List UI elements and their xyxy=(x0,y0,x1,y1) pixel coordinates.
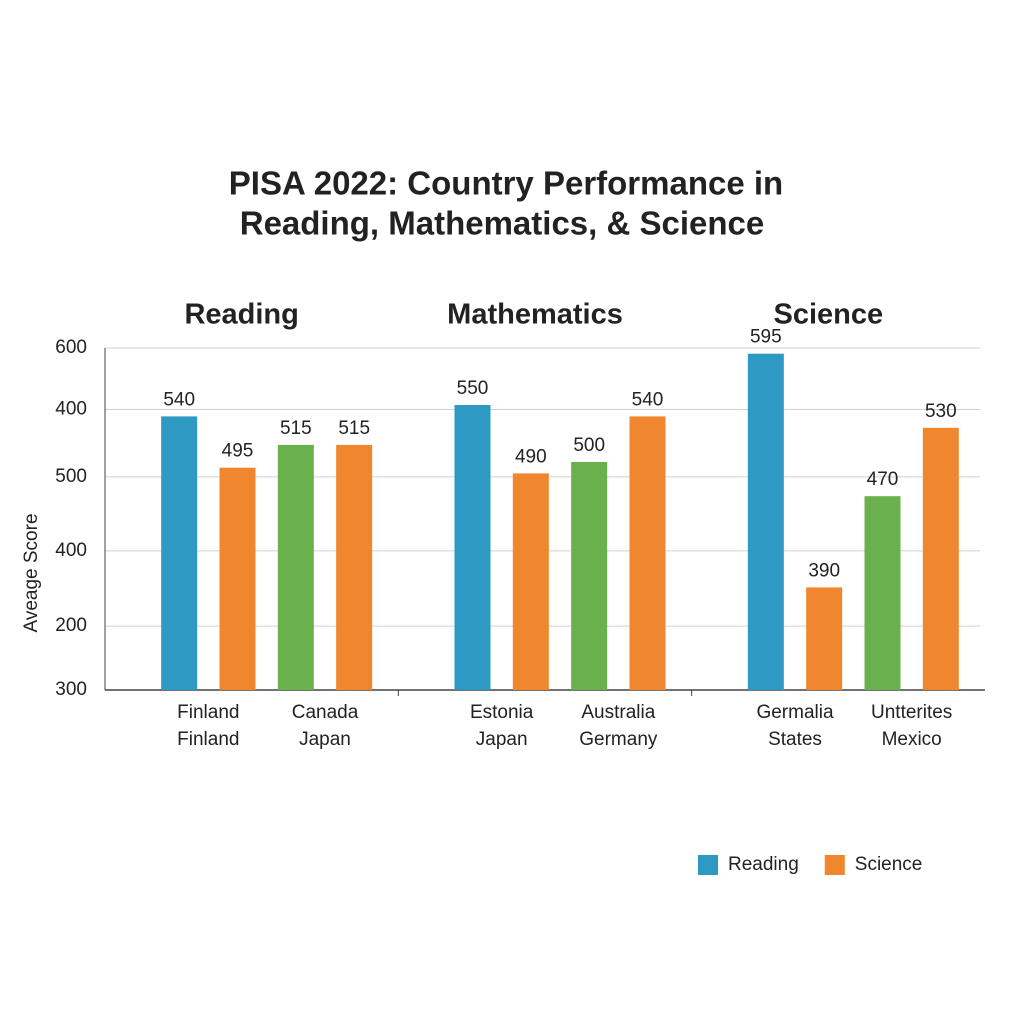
y-axis-label: Aveage Score xyxy=(21,513,42,632)
data-label: 550 xyxy=(457,378,489,399)
y-tick-label: 300 xyxy=(55,679,87,700)
bar xyxy=(161,416,198,690)
data-label: 530 xyxy=(925,401,957,422)
panel-title: Mathematics xyxy=(447,299,623,331)
data-label: 495 xyxy=(222,441,254,462)
y-tick-label: 500 xyxy=(55,466,87,487)
data-label: 500 xyxy=(573,435,605,456)
data-label: 595 xyxy=(750,327,782,348)
data-label: 515 xyxy=(280,418,312,439)
data-label: 390 xyxy=(808,560,840,581)
x-tick-label: Germalia xyxy=(756,702,834,723)
bar xyxy=(629,416,666,690)
bar xyxy=(454,405,491,690)
bar xyxy=(277,444,314,690)
x-tick-label: Finland xyxy=(177,729,239,750)
legend-swatch xyxy=(698,855,718,875)
x-tick-label: States xyxy=(768,729,822,750)
x-tick-label: Mexico xyxy=(882,729,942,750)
bar xyxy=(806,587,843,690)
x-tick-label: Canada xyxy=(292,702,359,723)
data-label: 540 xyxy=(163,389,195,410)
chart-title: PISA 2022: Country Performance in xyxy=(229,165,783,202)
panel-title: Science xyxy=(774,299,884,331)
bar xyxy=(219,467,256,690)
panel-title: Reading xyxy=(184,299,298,331)
legend-label: Science xyxy=(855,854,923,875)
chart-subtitle: Reading, Mathematics, & Science xyxy=(240,205,765,242)
x-tick-label: Australia xyxy=(581,702,655,723)
data-label: 490 xyxy=(515,446,547,467)
x-tick-label: Untterites xyxy=(871,702,952,723)
y-tick-label: 600 xyxy=(55,337,87,358)
x-tick-label: Estonia xyxy=(470,702,534,723)
data-label: 470 xyxy=(867,469,899,490)
bar xyxy=(864,496,901,690)
bar xyxy=(922,427,959,690)
x-tick-label: Japan xyxy=(476,729,528,750)
bar xyxy=(571,462,608,690)
data-label: 540 xyxy=(632,389,664,410)
y-tick-label: 400 xyxy=(55,540,87,561)
bar xyxy=(512,473,549,690)
x-tick-label: Finland xyxy=(177,702,239,723)
y-tick-label: 200 xyxy=(55,615,87,636)
bar xyxy=(336,444,373,690)
data-label: 515 xyxy=(338,418,370,439)
x-tick-label: Japan xyxy=(299,729,351,750)
legend-label: Reading xyxy=(728,854,799,875)
legend-swatch xyxy=(824,855,845,875)
bar xyxy=(747,353,784,690)
x-tick-label: Germany xyxy=(579,729,658,750)
y-tick-label: 400 xyxy=(55,399,87,420)
